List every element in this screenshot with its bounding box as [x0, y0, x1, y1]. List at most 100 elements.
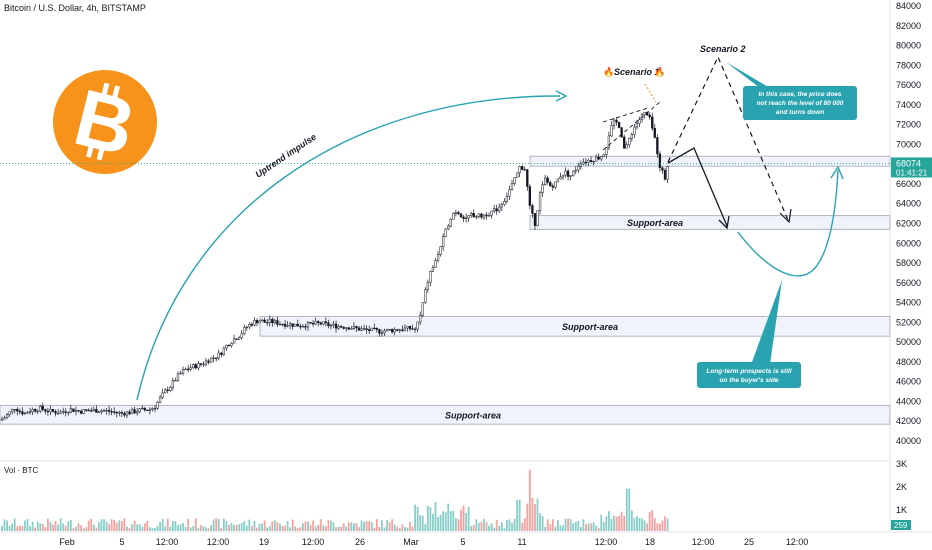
- candle-body: [49, 409, 52, 413]
- volume-bar: [653, 518, 656, 531]
- volume-bar: [335, 527, 337, 531]
- candle-body: [340, 326, 343, 328]
- time-tick-label: Feb: [59, 537, 75, 547]
- time-tick-label: Mar: [403, 537, 419, 547]
- volume-bar: [432, 514, 434, 531]
- volume-bar: [424, 523, 427, 531]
- volume-bar: [358, 527, 360, 531]
- candle-body: [3, 417, 6, 420]
- volume-bar: [462, 505, 465, 531]
- volume-bar: [600, 514, 603, 531]
- candle-body: [470, 213, 473, 216]
- candle-body: [136, 411, 139, 414]
- volume-bar: [177, 524, 179, 531]
- candle-body: [658, 153, 662, 169]
- candle-body: [146, 409, 149, 412]
- volume-bar: [429, 507, 432, 531]
- candle-body: [546, 177, 549, 183]
- volume-bar: [85, 527, 88, 531]
- volume-bar: [281, 525, 284, 531]
- volume-tick: 3K: [896, 459, 907, 469]
- candle-body: [475, 216, 478, 218]
- candle-body: [194, 364, 197, 369]
- volume-bar: [337, 526, 340, 531]
- volume-bar: [608, 511, 610, 531]
- candle-body: [457, 212, 460, 215]
- volume-bar: [253, 521, 256, 531]
- candle-body: [291, 323, 294, 327]
- candle-body: [595, 156, 598, 162]
- support-area-label: Support-area: [445, 410, 501, 420]
- price-tick-label: 62000: [896, 219, 921, 229]
- volume-bar: [138, 524, 141, 531]
- candle-body: [600, 156, 603, 160]
- candle-body: [51, 409, 55, 412]
- candle-body: [554, 181, 557, 188]
- candle-body: [263, 319, 266, 323]
- volume-bar: [92, 524, 95, 531]
- scenario1-label: Scenario 1: [614, 67, 660, 77]
- candle-body: [166, 389, 169, 391]
- price-tick-label: 76000: [896, 80, 921, 90]
- volume-bar: [434, 501, 437, 531]
- volume-bar: [154, 528, 156, 531]
- volume-bar: [526, 503, 529, 531]
- volume-bar: [460, 509, 462, 531]
- volume-bar: [164, 526, 167, 531]
- price-tick-label: 44000: [896, 396, 921, 406]
- candle-body: [120, 412, 123, 414]
- volume-bar: [539, 513, 541, 531]
- candle-body: [148, 409, 152, 411]
- uptrend-label: Uptrend impulse: [254, 132, 318, 180]
- candle-body: [281, 323, 284, 326]
- candle-body: [5, 414, 9, 419]
- volume-bar: [302, 523, 304, 531]
- volume-bar: [271, 521, 274, 531]
- bitcoin-logo: B: [53, 70, 157, 174]
- candle-body: [220, 352, 223, 355]
- volume-bar: [528, 469, 531, 531]
- candle-body: [209, 357, 213, 363]
- volume-bar: [215, 518, 218, 531]
- candle-body: [536, 210, 539, 226]
- chart-title: Bitcoin / U.S. Dollar, 4h, BITSTAMP: [4, 3, 146, 13]
- candle-body: [278, 323, 282, 326]
- volume-bar: [263, 520, 266, 531]
- volume-bar: [664, 516, 666, 531]
- volume-bar: [39, 523, 42, 531]
- volume-bar: [151, 527, 154, 531]
- time-tick-label: 25: [744, 537, 754, 547]
- volume-bar: [171, 521, 174, 531]
- scenario2-note-line2: not reach the level of 80 000: [757, 100, 844, 107]
- volume-bar: [159, 522, 161, 531]
- price-tick-label: 74000: [896, 100, 921, 110]
- volume-bar: [67, 521, 70, 531]
- candle-body: [541, 184, 544, 193]
- volume-bar: [105, 521, 108, 531]
- candle-body: [268, 318, 271, 323]
- candle-body: [181, 369, 185, 374]
- last-price-value: 68074: [896, 158, 921, 168]
- volume-bar: [597, 528, 600, 531]
- volume-bar: [100, 519, 103, 531]
- volume-bar: [222, 518, 225, 531]
- volume-bar: [324, 526, 327, 531]
- volume-bar: [636, 516, 638, 531]
- candle-body: [439, 246, 442, 255]
- volume-bar: [238, 524, 241, 531]
- candle-body: [90, 410, 93, 412]
- volume-bar: [54, 520, 57, 531]
- volume-bar: [29, 525, 31, 531]
- candle-body: [332, 323, 335, 326]
- volume-bar: [554, 526, 557, 531]
- time-tick-label: 12:00: [302, 537, 325, 547]
- volume-bar: [574, 521, 577, 531]
- time-tick-label: 11: [517, 537, 526, 547]
- volume-bar: [103, 519, 105, 531]
- volume-bar: [220, 527, 223, 531]
- volume-bar: [630, 510, 633, 531]
- volume-bar: [197, 527, 200, 531]
- candle-body: [11, 409, 14, 413]
- candle-body: [396, 329, 399, 331]
